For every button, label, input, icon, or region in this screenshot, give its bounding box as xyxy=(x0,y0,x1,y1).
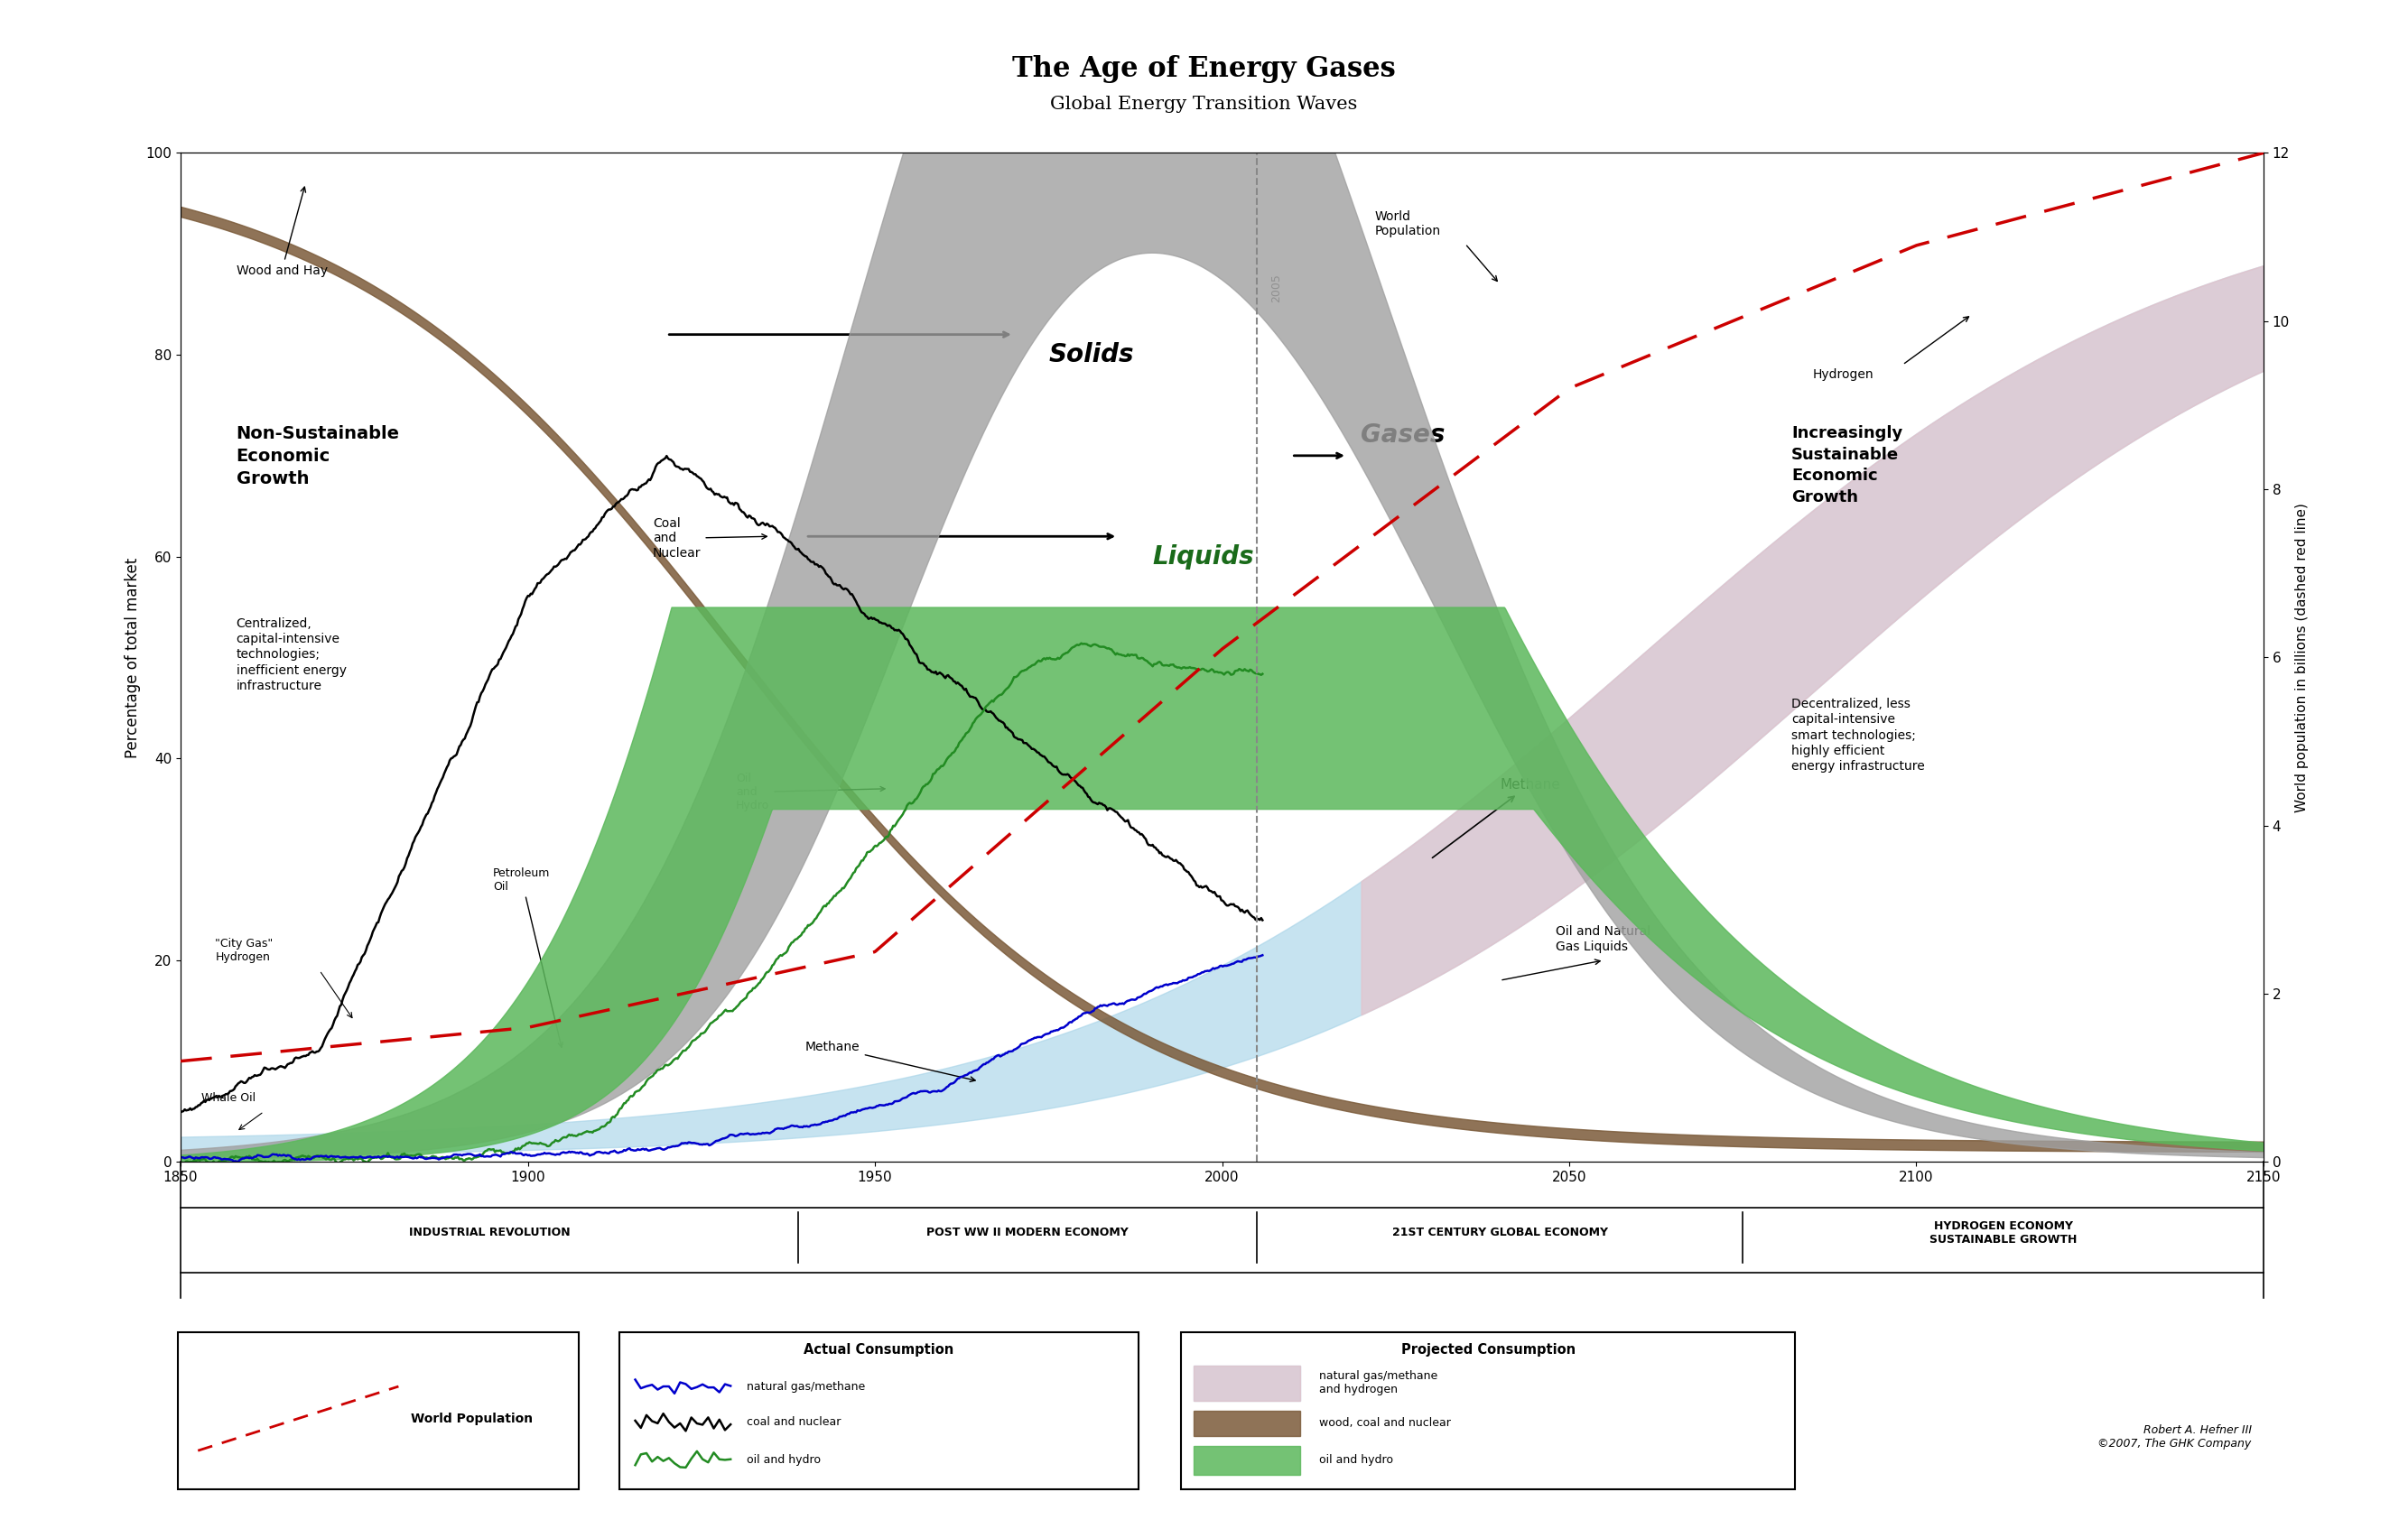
Text: Hydrogen: Hydrogen xyxy=(1813,368,1873,381)
Bar xyxy=(1194,1446,1300,1474)
Text: Non-Sustainable
Economic
Growth: Non-Sustainable Economic Growth xyxy=(236,425,400,488)
Text: "City Gas"
Hydrogen: "City Gas" Hydrogen xyxy=(214,937,275,963)
Text: 2005: 2005 xyxy=(1271,274,1283,303)
Text: Methane: Methane xyxy=(1433,778,1560,858)
Text: INDUSTRIAL REVOLUTION: INDUSTRIAL REVOLUTION xyxy=(409,1226,571,1238)
Text: Whale Oil: Whale Oil xyxy=(202,1092,255,1104)
Text: Coal
and
Nuclear: Coal and Nuclear xyxy=(653,517,766,560)
Text: natural gas/methane
and hydrogen: natural gas/methane and hydrogen xyxy=(1320,1370,1438,1396)
Text: Methane: Methane xyxy=(804,1041,975,1081)
Text: Decentralized, less
capital-intensive
smart technologies;
highly efficient
energ: Decentralized, less capital-intensive sm… xyxy=(1792,697,1924,774)
Text: POST WW II MODERN ECONOMY: POST WW II MODERN ECONOMY xyxy=(927,1226,1129,1238)
Text: World Population: World Population xyxy=(412,1413,532,1425)
Text: World
Population: World Population xyxy=(1375,209,1440,237)
Text: Centralized,
capital-intensive
technologies;
inefficient energy
infrastructure: Centralized, capital-intensive technolog… xyxy=(236,618,347,693)
Y-axis label: Percentage of total market: Percentage of total market xyxy=(125,557,140,758)
Text: wood, coal and nuclear: wood, coal and nuclear xyxy=(1320,1417,1450,1430)
Text: Liquids: Liquids xyxy=(1153,544,1255,569)
Y-axis label: World population in billions (dashed red line): World population in billions (dashed red… xyxy=(2295,503,2309,812)
Text: oil and hydro: oil and hydro xyxy=(1320,1454,1394,1466)
Text: Increasingly
Sustainable
Economic
Growth: Increasingly Sustainable Economic Growth xyxy=(1792,425,1902,506)
Bar xyxy=(1194,1365,1300,1401)
Text: Projected Consumption: Projected Consumption xyxy=(1401,1342,1575,1356)
Text: Global Energy Transition Waves: Global Energy Transition Waves xyxy=(1050,95,1358,113)
Text: coal and nuclear: coal and nuclear xyxy=(746,1416,840,1428)
Bar xyxy=(1194,1410,1300,1436)
Text: Actual Consumption: Actual Consumption xyxy=(804,1342,954,1356)
Text: Petroleum
Oil: Petroleum Oil xyxy=(494,867,563,1047)
Text: Solids: Solids xyxy=(1047,342,1134,367)
Text: Gases: Gases xyxy=(1361,424,1445,448)
Text: HYDROGEN ECONOMY
SUSTAINABLE GROWTH: HYDROGEN ECONOMY SUSTAINABLE GROWTH xyxy=(1929,1220,2078,1245)
Text: The Age of Energy Gases: The Age of Energy Gases xyxy=(1011,55,1397,83)
Text: 21ST CENTURY GLOBAL ECONOMY: 21ST CENTURY GLOBAL ECONOMY xyxy=(1392,1226,1609,1238)
Text: Oil and Natural
Gas Liquids: Oil and Natural Gas Liquids xyxy=(1556,925,1649,953)
Text: Wood and Hay: Wood and Hay xyxy=(236,187,327,277)
Text: oil and hydro: oil and hydro xyxy=(746,1454,821,1466)
Text: natural gas/methane: natural gas/methane xyxy=(746,1381,864,1393)
Text: Robert A. Hefner III
©2007, The GHK Company: Robert A. Hefner III ©2007, The GHK Comp… xyxy=(2097,1425,2251,1449)
Text: Oil
and
Hydro: Oil and Hydro xyxy=(737,772,884,812)
Bar xyxy=(1194,1365,1300,1401)
